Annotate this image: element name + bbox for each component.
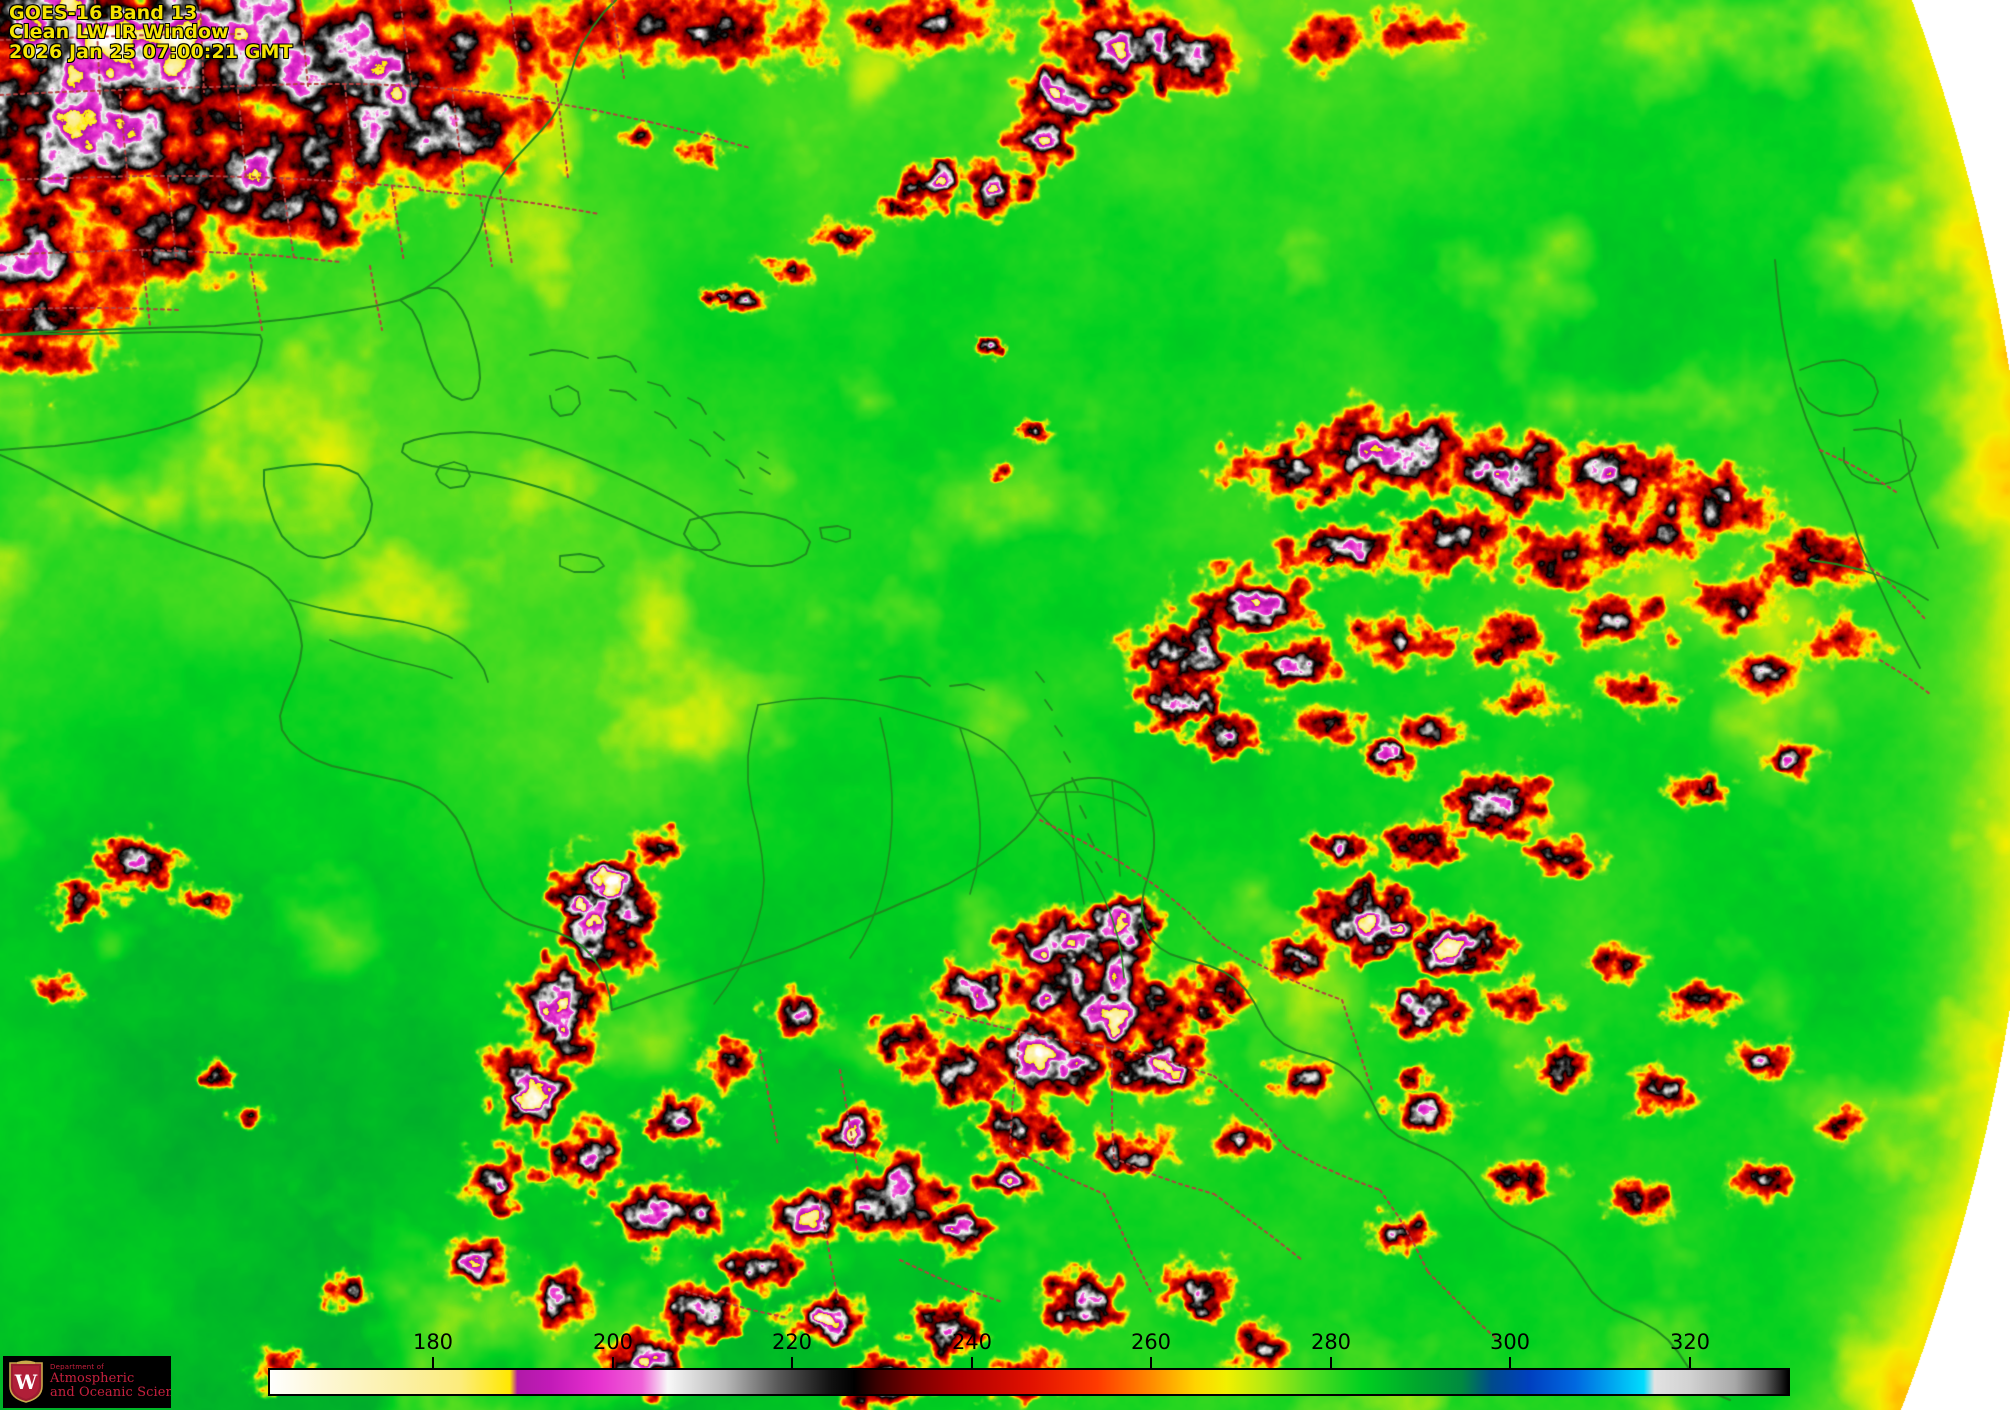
svg-text:W: W xyxy=(14,1370,38,1394)
colorbar-tick-label: 300 xyxy=(1489,1330,1531,1354)
colorbar-tick-label: 260 xyxy=(1130,1330,1172,1354)
colorbar-tick-label: 320 xyxy=(1669,1330,1711,1354)
colorbar-tick-label: 240 xyxy=(951,1330,993,1354)
colorbar-tick-mark xyxy=(1150,1357,1152,1368)
colorbar-gradient xyxy=(270,1370,1788,1394)
colorbar-tick-mark xyxy=(791,1357,793,1368)
colorbar-tick-mark xyxy=(1689,1357,1691,1368)
colorbar-tick-mark xyxy=(1330,1357,1332,1368)
colorbar-tick-mark xyxy=(612,1357,614,1368)
uw-logo-text-block: Department of Atmospheric and Oceanic Sc… xyxy=(50,1364,171,1400)
temperature-colorbar: 180 200 220 240 260 280 300 320 xyxy=(0,1330,2010,1410)
uw-crest-icon: W xyxy=(9,1360,43,1403)
uw-department-prefix: Department of xyxy=(50,1363,104,1372)
colorbar-tick-mark xyxy=(1509,1357,1511,1368)
colorbar-tick-label: 180 xyxy=(412,1330,454,1354)
colorbar-tick-label: 220 xyxy=(771,1330,813,1354)
uw-department-line-1: Atmospheric xyxy=(50,1370,135,1386)
colorbar-tick-label: 200 xyxy=(592,1330,634,1354)
colorbar-tick-mark xyxy=(432,1357,434,1368)
colorbar-tick-mark xyxy=(971,1357,973,1368)
colorbar-tick-label: 280 xyxy=(1310,1330,1352,1354)
uw-aos-logo: W Department of Atmospheric and Oceanic … xyxy=(3,1356,171,1408)
uw-department-line-2: and Oceanic Sciences xyxy=(50,1384,171,1400)
colorbar-bar xyxy=(268,1368,1790,1396)
